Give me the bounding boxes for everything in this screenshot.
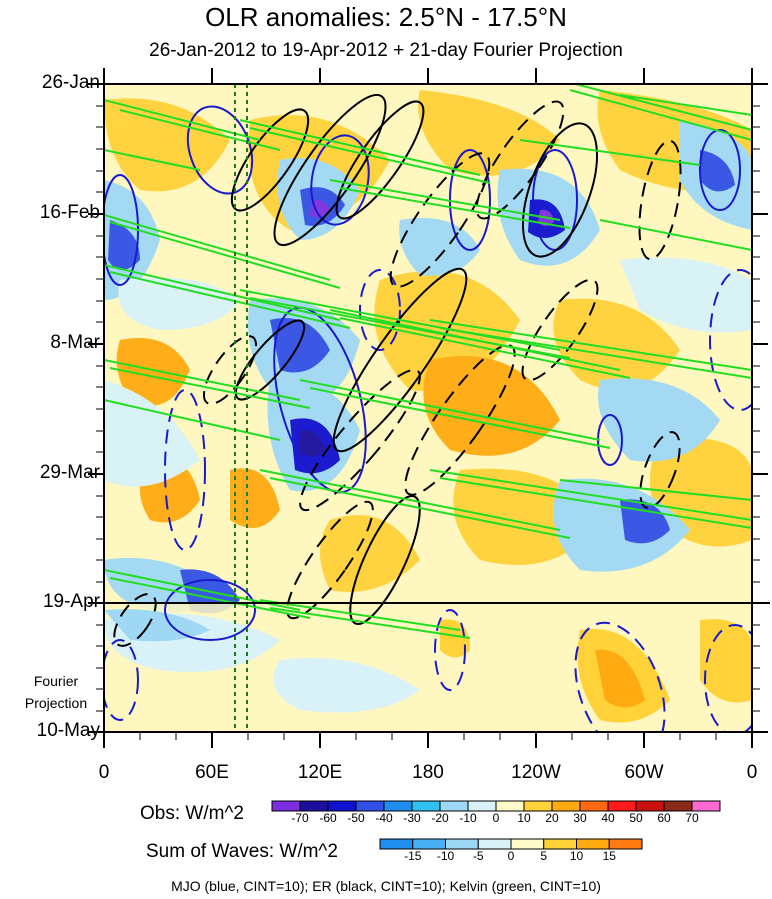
colorbar-swatch — [271, 800, 301, 812]
colorbar-swatch — [383, 800, 413, 812]
colorbar-swatch — [495, 800, 525, 812]
colorbar-tick-label: -40 — [375, 811, 393, 825]
colorbar-swatch — [299, 800, 329, 812]
colorbar-tick-label: 5 — [540, 849, 548, 863]
y-tick-label: 10-May — [36, 720, 100, 741]
colorbar-swatch — [467, 800, 497, 812]
colorbar-swatch — [327, 800, 357, 812]
x-tick-label: 60E — [195, 762, 229, 783]
colorbar-tick-label: 40 — [601, 811, 615, 825]
waves-colorbar-title: Sum of Waves: W/m^2 — [146, 841, 338, 862]
colorbar-swatch — [477, 838, 512, 850]
colorbar-tick-label: 20 — [545, 811, 559, 825]
obs-colorbar-title: Obs: W/m^2 — [140, 803, 244, 824]
colorbar-tick-label: -30 — [403, 811, 421, 825]
colorbar-swatch — [411, 800, 441, 812]
y-tick-label: 16-Feb — [39, 202, 100, 223]
colorbar-swatch — [445, 838, 479, 850]
y-tick-label: 29-Mar — [39, 462, 100, 483]
colorbar-tick-label: -70 — [291, 811, 309, 825]
obs-colorbar — [271, 800, 721, 812]
x-tick-label: 0 — [98, 762, 110, 783]
colorbar-swatch — [379, 838, 414, 850]
x-tick-label: 120E — [297, 762, 343, 783]
colorbar-swatch — [663, 800, 693, 812]
x-tick-label: 0 — [746, 762, 758, 783]
colorbar-swatch — [576, 838, 610, 850]
projection-label: Fourier Projection — [24, 673, 88, 711]
colorbar-tick-label: -10 — [436, 849, 455, 863]
colorbar-tick-label: 10 — [517, 811, 531, 825]
colorbar-swatch — [551, 800, 581, 812]
x-tick-label: 180 — [412, 762, 444, 783]
colorbar-tick-label: -50 — [347, 811, 365, 825]
colorbar-tick-label: 50 — [629, 811, 643, 825]
colorbar-swatch — [523, 800, 553, 812]
colorbar-tick-label: -5 — [472, 849, 484, 863]
colorbar-swatch — [607, 800, 637, 812]
colorbar-tick-label: 30 — [573, 811, 587, 825]
colorbar-tick-label: 70 — [685, 811, 699, 825]
colorbar-swatch — [635, 800, 665, 812]
colorbar-tick-label: -15 — [404, 849, 422, 863]
colorbar-tick-label: 10 — [569, 849, 584, 863]
colorbar-tick-label: 15 — [602, 849, 616, 863]
colorbar-tick-label: 60 — [657, 811, 671, 825]
legend-note: MJO (blue, CINT=10); ER (black, CINT=10)… — [171, 878, 601, 894]
colorbar-tick-label: -60 — [319, 811, 337, 825]
y-tick-label: 19-Apr — [42, 591, 100, 612]
olr-field — [104, 84, 752, 732]
chart-subtitle: 26-Jan-2012 to 19-Apr-2012 + 21-day Four… — [149, 40, 623, 61]
colorbar-swatch — [543, 838, 577, 850]
y-tick-label: 26-Jan — [41, 72, 100, 93]
colorbar-swatch — [510, 838, 545, 850]
y-tick-label: 8-Mar — [50, 332, 100, 353]
colorbar-swatch — [608, 838, 643, 850]
chart-title: OLR anomalies: 2.5°N - 17.5°N — [205, 2, 567, 32]
colorbar-tick-label: 0 — [492, 811, 500, 825]
x-tick-label: 120W — [511, 762, 561, 783]
colorbar-swatch — [355, 800, 385, 812]
colorbar-swatch — [439, 800, 469, 812]
colorbar-swatch — [579, 800, 609, 812]
colorbar-swatch — [691, 800, 721, 812]
colorbar-swatch — [412, 838, 446, 850]
waves-colorbar — [379, 838, 643, 850]
x-tick-label: 60W — [624, 762, 664, 783]
colorbar-tick-label: -10 — [459, 811, 477, 825]
colorbar-tick-label: -20 — [431, 811, 449, 825]
colorbar-tick-label: 0 — [507, 849, 515, 863]
